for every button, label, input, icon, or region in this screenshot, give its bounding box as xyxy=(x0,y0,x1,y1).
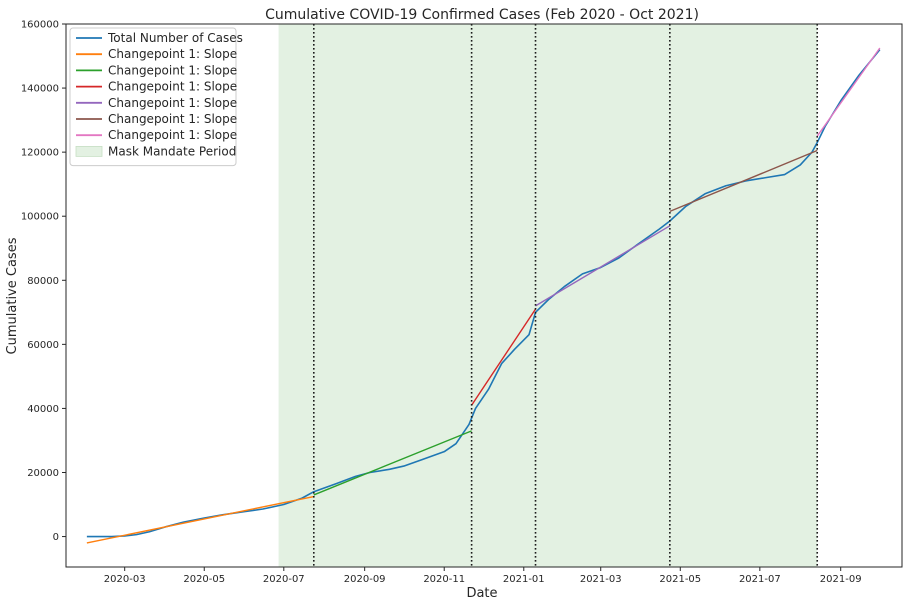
y-tick-label: 20000 xyxy=(27,468,59,479)
mask-mandate-region-layer xyxy=(278,24,818,567)
legend-box xyxy=(69,27,237,167)
legend-label: Changepoint 1: Slope xyxy=(108,63,237,77)
legend: Total Number of Cases Changepoint 1: Slop… xyxy=(69,27,243,167)
series-line-changepoint-slope-3 xyxy=(471,308,537,406)
y-tick-label: 140000 xyxy=(21,84,59,95)
y-tick-label: 120000 xyxy=(21,148,59,159)
series-line-changepoint-slope-6 xyxy=(816,47,881,137)
x-tick-label: 2020-11 xyxy=(423,574,465,585)
legend-label: Changepoint 1: Slope xyxy=(108,47,237,61)
x-axis: 2020-03 2020-05 2020-07 2020-09 2020-11 2021-… xyxy=(104,567,862,585)
x-axis-label: Date xyxy=(466,586,497,601)
legend-label: Changepoint 1: Slope xyxy=(108,128,237,142)
legend-label: Changepoint 1: Slope xyxy=(108,96,237,110)
y-axis-label: Cumulative Cases xyxy=(5,237,20,354)
x-tick-label: 2021-07 xyxy=(739,574,781,585)
series-line-changepoint-slope-2 xyxy=(313,430,472,496)
legend-swatch-patch xyxy=(75,145,103,157)
y-tick-label: 60000 xyxy=(27,340,59,351)
x-tick-label: 2021-09 xyxy=(820,574,862,585)
y-tick-label: 40000 xyxy=(27,404,59,415)
legend-label: Changepoint 1: Slope xyxy=(108,112,237,126)
chart-title: Cumulative COVID-19 Confirmed Cases (Feb… xyxy=(265,7,699,23)
x-tick-label: 2020-05 xyxy=(183,574,225,585)
x-tick-label: 2020-03 xyxy=(104,574,146,585)
series-line-changepoint-slope-1 xyxy=(86,495,314,544)
legend-label: Changepoint 1: Slope xyxy=(108,80,237,94)
x-tick-label: 2021-03 xyxy=(580,574,622,585)
x-tick-label: 2021-05 xyxy=(659,574,701,585)
x-tick-label: 2020-09 xyxy=(344,574,386,585)
plot-frame xyxy=(65,23,903,568)
legend-label: Total Number of Cases xyxy=(107,31,243,45)
legend-label: Mask Mandate Period xyxy=(108,144,236,158)
series-line-changepoint-slope-4 xyxy=(535,225,671,307)
mask-mandate-region-1 xyxy=(278,24,818,567)
y-tick-label: 160000 xyxy=(21,20,59,31)
y-tick-label: 0 xyxy=(53,532,59,543)
y-tick-label: 80000 xyxy=(27,276,59,287)
series-line-changepoint-slope-5 xyxy=(669,149,818,213)
y-axis: 0 20000 40000 60000 80000 100000 120000 140000 1… xyxy=(21,20,66,543)
x-tick-label: 2020-07 xyxy=(263,574,305,585)
x-tick-label: 2021-01 xyxy=(503,574,545,585)
series-layer xyxy=(86,47,881,544)
changepoint-layer xyxy=(313,24,819,567)
y-tick-label: 100000 xyxy=(21,212,59,223)
